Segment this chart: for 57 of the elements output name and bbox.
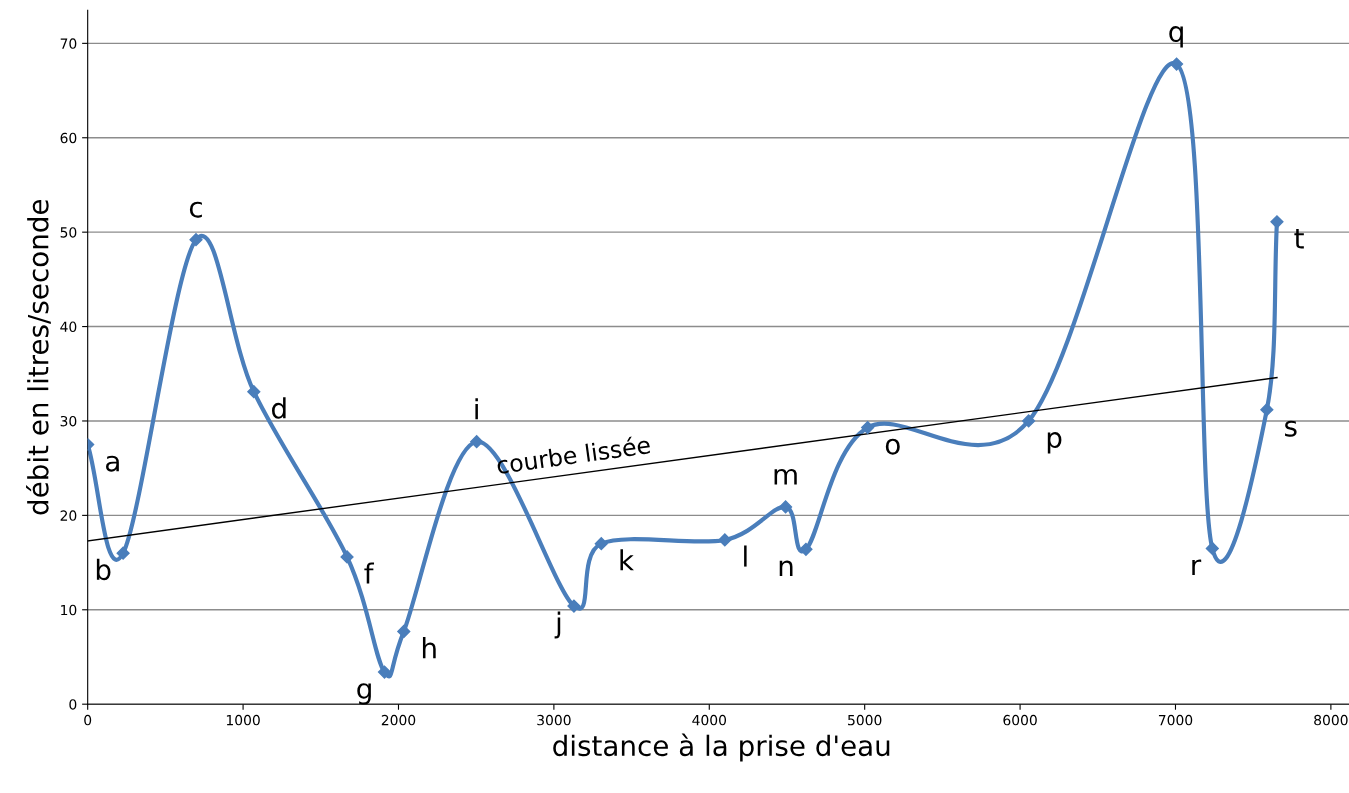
point (718, 533, 732, 547)
y-axis-title: débit en litres/seconde (26, 199, 51, 515)
y-tick-label: 50 (60, 227, 77, 238)
y-tick-label: 60 (60, 132, 77, 144)
point (594, 537, 608, 551)
point (189, 233, 203, 247)
point (340, 550, 354, 564)
y-tick-label: 70 (60, 38, 77, 49)
annotation: m (774, 468, 797, 485)
annotation: g (357, 683, 371, 705)
annotation: d (272, 397, 286, 419)
point (1169, 57, 1184, 71)
y-tick-label: 30 (60, 415, 77, 427)
point (1260, 403, 1274, 417)
y-tick-label: 40 (60, 321, 77, 333)
x-tick-label: 4000 (692, 714, 727, 726)
annotation: q (1169, 26, 1183, 48)
annotation: b (96, 558, 111, 581)
annotation: f (364, 562, 375, 584)
annotation: s (1285, 420, 1297, 437)
annotation: j (554, 611, 561, 639)
y-tick-label: 20 (60, 510, 77, 521)
y-tick-label: 10 (61, 604, 77, 616)
point (778, 500, 793, 514)
annotation: o (885, 438, 900, 455)
annotation: a (106, 455, 119, 472)
annotation: n (779, 560, 793, 577)
annotation: i (475, 398, 478, 420)
point (247, 385, 261, 399)
annotation: r (1192, 559, 1202, 576)
point (1205, 541, 1219, 556)
x-tick-label: 2000 (381, 714, 416, 726)
x-tick-label: 7000 (1158, 714, 1193, 726)
point (1270, 215, 1284, 229)
annotation: l (744, 545, 747, 567)
x-tick-label: 3000 (537, 714, 571, 726)
x-tick-label: 0 (84, 714, 92, 726)
x-tick-label: 5000 (848, 714, 882, 726)
annotation: t (1294, 228, 1304, 249)
text: courbe lissée (496, 434, 651, 475)
point (799, 542, 813, 556)
point (470, 435, 484, 449)
point (861, 420, 875, 435)
point (377, 665, 392, 679)
annotation: h (422, 637, 436, 659)
point (567, 599, 581, 613)
annotation: k (620, 549, 634, 571)
point (116, 546, 130, 560)
x-tick-label: 8000 (1314, 714, 1348, 726)
point (397, 624, 411, 639)
annotation: c (189, 201, 202, 218)
annotation: p (1047, 432, 1062, 454)
x-tick-label: 1000 (226, 714, 260, 726)
x-axis-title: distance à la prise d'eau (553, 733, 890, 762)
x-tick-label: 6000 (1003, 714, 1037, 726)
point (1022, 414, 1036, 428)
y-tick-label: 0 (69, 699, 77, 710)
